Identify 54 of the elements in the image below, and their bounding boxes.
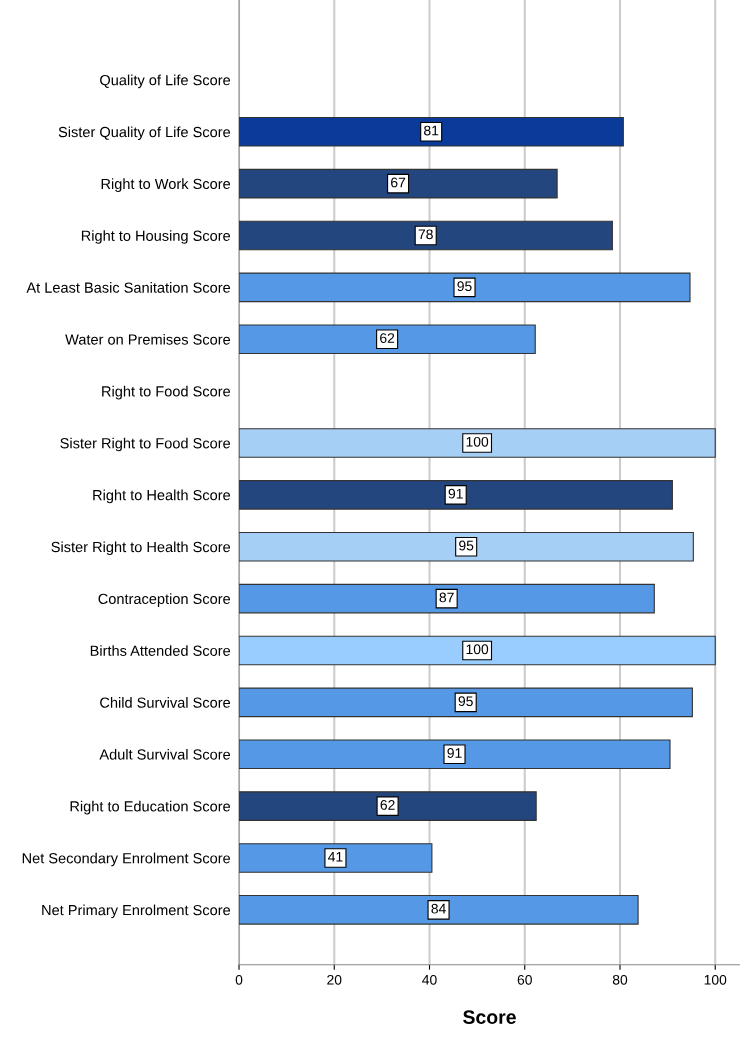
y-tick-label: Quality of Life Score [100, 74, 231, 89]
y-tick-label: Water on Premises Score [65, 333, 231, 345]
y-tick-label: Right to Food Score [102, 385, 231, 400]
x-tick-label: 0 [235, 974, 243, 985]
x-axis-title: Score [463, 1010, 516, 1024]
y-tick-label: Births Attended Score [90, 645, 231, 656]
bar [239, 324, 536, 355]
y-tick-label: Right to Health Score [93, 489, 231, 504]
y-tick-label: Adult Survival Score [99, 748, 231, 760]
bar [239, 531, 694, 562]
bar [239, 843, 433, 873]
bar [239, 428, 716, 458]
y-tick-label: Net Secondary Enrolment Score [22, 852, 231, 867]
data-label: 81 [424, 125, 439, 136]
y-tick-label: Net Primary Enrolment Score [42, 904, 231, 919]
data-label: 84 [431, 903, 446, 914]
bar [239, 272, 691, 303]
data-label: 91 [448, 488, 463, 499]
data-label: 95 [458, 696, 473, 707]
data-label: 95 [457, 281, 472, 292]
bar [239, 116, 624, 147]
y-tick-label: Right to Education Score [70, 800, 231, 815]
y-tick-label: Sister Right to Health Score [51, 541, 231, 556]
x-tick-label: 100 [704, 974, 727, 985]
data-label: 41 [328, 852, 343, 862]
data-label: 95 [459, 540, 474, 551]
data-label: 62 [380, 799, 395, 810]
bar [239, 583, 655, 614]
bar [239, 739, 671, 770]
data-label: 100 [466, 436, 489, 447]
data-label: 62 [380, 333, 395, 343]
bar [239, 220, 613, 251]
bar [239, 687, 693, 718]
y-tick-label: Contraception Score [98, 593, 231, 607]
bar [239, 635, 716, 666]
x-tick-label: 20 [327, 974, 342, 985]
data-label: 67 [391, 177, 406, 188]
y-tick-label: At Least Basic Sanitation Score [26, 282, 231, 293]
bar [239, 480, 673, 510]
data-label: 78 [418, 229, 433, 240]
bar [239, 895, 639, 925]
data-label: 91 [447, 748, 462, 758]
x-tick-label: 80 [612, 974, 628, 985]
y-tick-label: Right to Housing Score [81, 230, 231, 244]
y-tick-label: Sister Quality of Life Score [58, 126, 231, 141]
y-tick-label: Sister Right to Food Score [60, 437, 231, 452]
bar [239, 168, 558, 199]
data-label: 100 [466, 644, 489, 655]
data-label: 87 [439, 592, 454, 603]
y-tick-label: Child Survival Score [100, 697, 231, 708]
y-tick-label: Right to Work Score [101, 178, 231, 192]
x-tick-label: 60 [517, 974, 532, 985]
x-tick-label: 40 [422, 974, 437, 985]
bar [239, 791, 537, 821]
